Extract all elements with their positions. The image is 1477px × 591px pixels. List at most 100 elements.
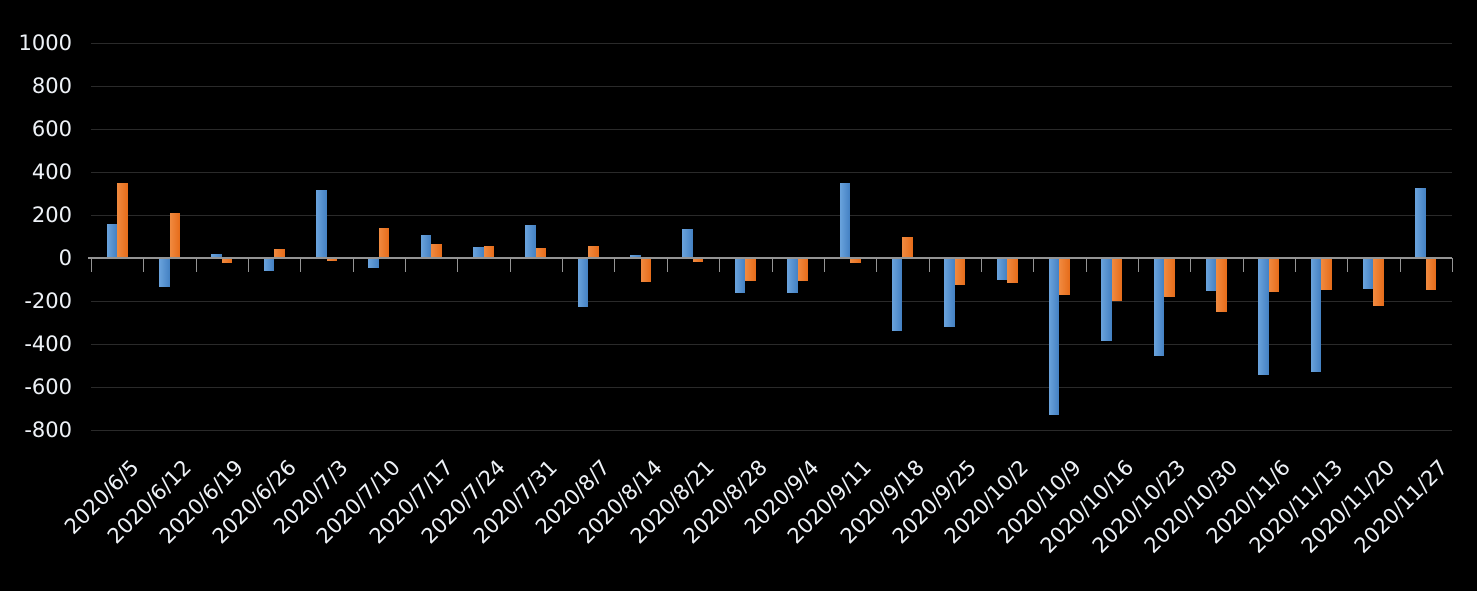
series-orange-bar — [431, 244, 442, 258]
series-orange-bar — [1007, 258, 1018, 283]
series-blue-bar — [630, 254, 641, 258]
gridline — [91, 215, 1452, 216]
series-orange-bar — [378, 227, 390, 258]
series-orange-bar — [483, 246, 495, 258]
series-blue-bar — [839, 182, 851, 258]
series-orange-bar — [850, 258, 861, 264]
x-axis-tick — [1452, 258, 1453, 272]
x-axis-tick — [196, 258, 197, 272]
x-axis-tick — [300, 258, 301, 272]
y-axis-label: 400 — [31, 160, 72, 184]
series-orange-bar — [954, 258, 966, 285]
series-orange-bar — [221, 258, 233, 264]
gridline — [91, 344, 1452, 345]
series-blue-bar — [577, 258, 589, 308]
x-axis-tick — [667, 258, 668, 272]
series-orange-bar — [1059, 258, 1070, 295]
series-blue-bar — [891, 258, 903, 332]
series-blue-bar — [682, 228, 693, 258]
x-axis-line — [88, 257, 1452, 259]
series-orange-bar — [588, 246, 599, 258]
x-axis-tick — [510, 258, 511, 272]
series-orange-bar — [326, 258, 338, 262]
y-axis-label: 600 — [31, 117, 72, 141]
series-orange-bar — [1164, 258, 1175, 297]
x-axis-tick — [876, 258, 877, 272]
series-blue-bar — [525, 224, 536, 258]
x-axis-tick — [1190, 258, 1191, 272]
series-orange-bar — [117, 182, 128, 258]
x-axis-tick — [614, 258, 615, 272]
series-orange-bar — [797, 258, 809, 281]
series-orange-bar — [535, 248, 547, 258]
series-blue-bar — [1101, 258, 1112, 341]
series-orange-bar — [1425, 258, 1437, 291]
x-axis-tick — [1347, 258, 1348, 272]
x-axis-tick — [562, 258, 563, 272]
x-axis-tick — [457, 258, 458, 272]
gridline — [91, 129, 1452, 130]
y-axis-label: -600 — [24, 375, 72, 399]
series-orange-bar — [1373, 258, 1384, 307]
x-axis-tick — [824, 258, 825, 272]
series-blue-bar — [106, 223, 118, 258]
series-orange-bar — [640, 258, 652, 282]
series-blue-bar — [734, 258, 746, 294]
series-orange-bar — [1216, 258, 1227, 312]
y-axis-label: 200 — [31, 203, 72, 227]
series-blue-bar — [316, 190, 327, 258]
series-blue-bar — [368, 258, 379, 268]
y-axis-label: 1000 — [18, 31, 72, 55]
x-axis-tick — [405, 258, 406, 272]
y-axis-label: 0 — [58, 246, 72, 270]
x-axis-tick — [353, 258, 354, 272]
gridline — [91, 86, 1452, 87]
x-axis-tick — [1400, 258, 1401, 272]
x-axis-tick — [1086, 258, 1087, 272]
gridline — [91, 387, 1452, 388]
x-axis-tick — [91, 258, 92, 272]
y-axis-label: -400 — [24, 332, 72, 356]
series-orange-bar — [902, 236, 913, 258]
series-blue-bar — [211, 253, 222, 258]
x-axis-tick — [1243, 258, 1244, 272]
x-axis-tick — [981, 258, 982, 272]
series-blue-bar — [1205, 258, 1217, 292]
x-axis-tick — [1138, 258, 1139, 272]
series-orange-bar — [1111, 258, 1123, 301]
series-blue-bar — [1258, 258, 1269, 376]
series-orange-bar — [692, 258, 704, 263]
series-orange-bar — [274, 249, 285, 258]
series-orange-bar — [1321, 258, 1332, 291]
y-axis-label: -800 — [24, 418, 72, 442]
y-axis-label: -200 — [24, 289, 72, 313]
series-blue-bar — [420, 235, 432, 258]
gridline — [91, 43, 1452, 44]
series-orange-bar — [745, 258, 756, 281]
x-axis-tick — [143, 258, 144, 272]
series-blue-bar — [159, 258, 170, 288]
y-axis-label: 800 — [31, 74, 72, 98]
series-blue-bar — [1153, 258, 1165, 356]
series-orange-bar — [1268, 258, 1280, 293]
series-blue-bar — [1048, 258, 1060, 415]
series-blue-bar — [996, 258, 1008, 280]
x-axis-tick — [772, 258, 773, 272]
series-blue-bar — [1362, 258, 1374, 290]
series-blue-bar — [473, 247, 484, 258]
x-axis-tick — [719, 258, 720, 272]
series-blue-bar — [263, 258, 275, 271]
x-axis-tick — [1033, 258, 1034, 272]
series-orange-bar — [169, 212, 181, 258]
x-axis-tick — [248, 258, 249, 272]
series-blue-bar — [787, 258, 798, 294]
series-blue-bar — [1415, 188, 1426, 258]
series-blue-bar — [944, 258, 955, 327]
gridline — [91, 430, 1452, 431]
